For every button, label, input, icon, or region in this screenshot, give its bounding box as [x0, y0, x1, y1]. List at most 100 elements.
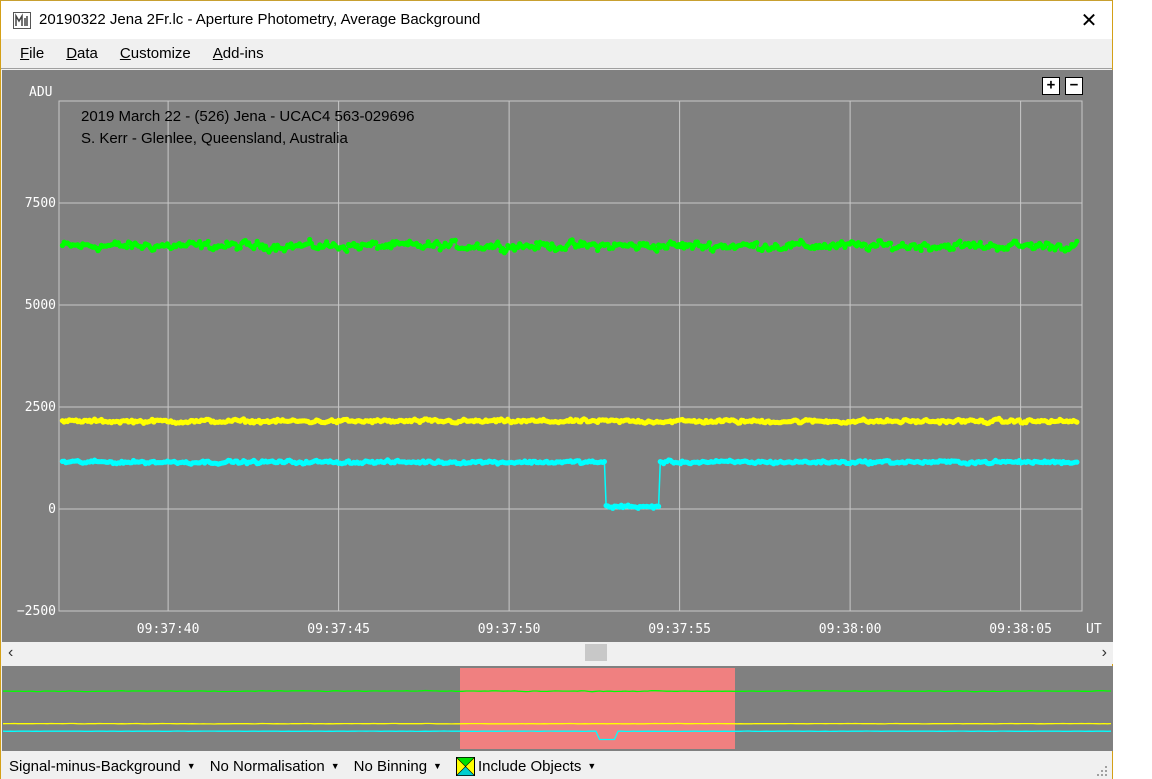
y-tick-label: 0 — [48, 502, 56, 517]
overview-panel[interactable] — [2, 666, 1113, 751]
series-2-group — [59, 457, 1080, 511]
y-tick-label: −2500 — [17, 604, 56, 619]
series-0-point — [862, 242, 868, 248]
menu-label: dd-ins — [222, 45, 264, 62]
scroll-right-arrow-icon[interactable]: › — [1101, 644, 1107, 661]
series-2-point — [656, 503, 662, 509]
status-bar: Signal-minus-Background ▼ No Normalisati… — [1, 752, 1112, 779]
series-0-point — [1057, 242, 1063, 248]
series-0-point — [388, 245, 394, 251]
series-0-point — [237, 245, 243, 251]
series-0-point — [635, 245, 641, 251]
normalisation-label: No Normalisation — [209, 757, 325, 775]
menu-accelerator: A — [212, 45, 223, 62]
series-0-point — [888, 240, 894, 246]
series-0-point — [452, 237, 458, 243]
y-tick-label: 2500 — [25, 400, 56, 415]
menu-data[interactable]: Data — [55, 45, 109, 62]
series-0-point — [197, 239, 203, 245]
mode-label: Signal-minus-Background — [9, 757, 181, 775]
include-objects-dropdown[interactable]: Include Objects ▼ — [455, 756, 597, 776]
series-0-point — [344, 248, 350, 254]
application-window: 20190322 Jena 2Fr.lc - Aperture Photomet… — [0, 0, 1113, 779]
zoom-in-button[interactable]: + — [1042, 77, 1060, 95]
series-0-point — [535, 245, 541, 251]
resize-grip-icon[interactable] — [1096, 765, 1108, 777]
series-0-point — [925, 243, 931, 249]
series-0-point — [977, 239, 983, 245]
series-2-point — [1074, 459, 1080, 465]
include-objects-label: Include Objects — [477, 757, 582, 775]
x-tick-label: 09:37:50 — [478, 622, 541, 637]
plot-frame — [58, 100, 1083, 612]
scroll-left-arrow-icon[interactable]: ‹ — [8, 644, 14, 661]
binning-label: No Binning — [353, 757, 428, 775]
include-objects-icon — [455, 756, 475, 776]
chevron-down-icon: ▼ — [587, 761, 597, 771]
menu-accelerator: F — [20, 45, 30, 62]
x-tick-label: 09:38:05 — [989, 622, 1052, 637]
menu-label: ata — [77, 45, 98, 62]
series-0-group — [59, 236, 1080, 256]
series-0-point — [664, 245, 670, 251]
series-1-group — [59, 415, 1080, 427]
series-0-point — [654, 248, 660, 254]
series-0-point — [425, 239, 431, 245]
chevron-down-icon: ▼ — [186, 761, 196, 771]
menu-customize[interactable]: Customize — [109, 45, 202, 62]
menu-bar: File Data Customize Add-ins — [1, 39, 1112, 69]
x-tick-label: 09:37:55 — [648, 622, 711, 637]
app-icon — [13, 12, 31, 29]
overview-canvas — [2, 668, 1112, 749]
close-icon: ✕ — [1080, 9, 1098, 32]
overview-series-1 — [2, 722, 1112, 725]
chevron-down-icon: ▼ — [330, 761, 340, 771]
menu-accelerator: C — [119, 45, 131, 62]
title-bar: 20190322 Jena 2Fr.lc - Aperture Photomet… — [1, 1, 1112, 39]
menu-label: ustomize — [130, 45, 191, 62]
series-0-point — [911, 242, 917, 248]
light-curve-plot[interactable]: 7500 5000 2500 0 −2500 ADU 09:37:40 09:37:45 09:… — [2, 70, 1113, 643]
series-1-point — [1074, 419, 1080, 425]
series-0-point — [754, 240, 760, 246]
plot-canvas: 7500 5000 2500 0 −2500 ADU 09:37:40 09:37:45 09:… — [17, 85, 1102, 637]
chevron-down-icon: ▼ — [433, 761, 442, 771]
normalisation-dropdown[interactable]: No Normalisation ▼ — [210, 758, 340, 775]
y-tick-label: 7500 — [25, 196, 56, 211]
close-button[interactable]: ✕ — [1066, 1, 1112, 39]
series-0-point — [474, 241, 480, 247]
series-0-point — [373, 239, 379, 246]
series-2-line — [62, 458, 1077, 510]
x-axis-label: UT — [1086, 622, 1102, 637]
series-0-point — [1028, 241, 1034, 247]
series-0-point — [569, 237, 575, 243]
series-0-point — [950, 246, 956, 252]
menu-file[interactable]: File — [9, 45, 55, 62]
horizontal-scrollbar[interactable]: ‹ › — [2, 642, 1113, 664]
series-0-point — [357, 245, 364, 251]
series-0-point — [874, 243, 880, 249]
overview-series-0 — [2, 689, 1111, 693]
menu-label: ile — [29, 45, 45, 62]
series-0-point — [918, 247, 924, 253]
menu-accelerator: D — [66, 45, 78, 62]
series-0-point — [945, 242, 951, 248]
overview-series-2 — [2, 730, 1112, 741]
menu-add-ins[interactable]: Add-ins — [202, 45, 275, 62]
series-0-point — [605, 241, 611, 247]
binning-dropdown[interactable]: No Binning ▼ — [354, 758, 442, 775]
series-0-point — [205, 238, 211, 245]
series-0-point — [957, 238, 963, 244]
y-axis-label: ADU — [29, 85, 52, 100]
scroll-thumb[interactable] — [585, 644, 607, 661]
x-tick-label: 09:37:40 — [137, 622, 200, 637]
x-tick-label: 09:38:00 — [819, 622, 882, 637]
zoom-out-button[interactable]: − — [1065, 77, 1083, 95]
overview-selection — [460, 668, 735, 749]
window-title: 20190322 Jena 2Fr.lc - Aperture Photomet… — [39, 11, 481, 28]
mode-dropdown[interactable]: Signal-minus-Background ▼ — [9, 758, 196, 775]
x-tick-label: 09:37:45 — [307, 622, 370, 637]
series-0-point — [544, 241, 550, 247]
plot-annotation-observer: S. Kerr - Glenlee, Queensland, Australia — [81, 130, 348, 147]
series-0-point — [706, 240, 713, 246]
